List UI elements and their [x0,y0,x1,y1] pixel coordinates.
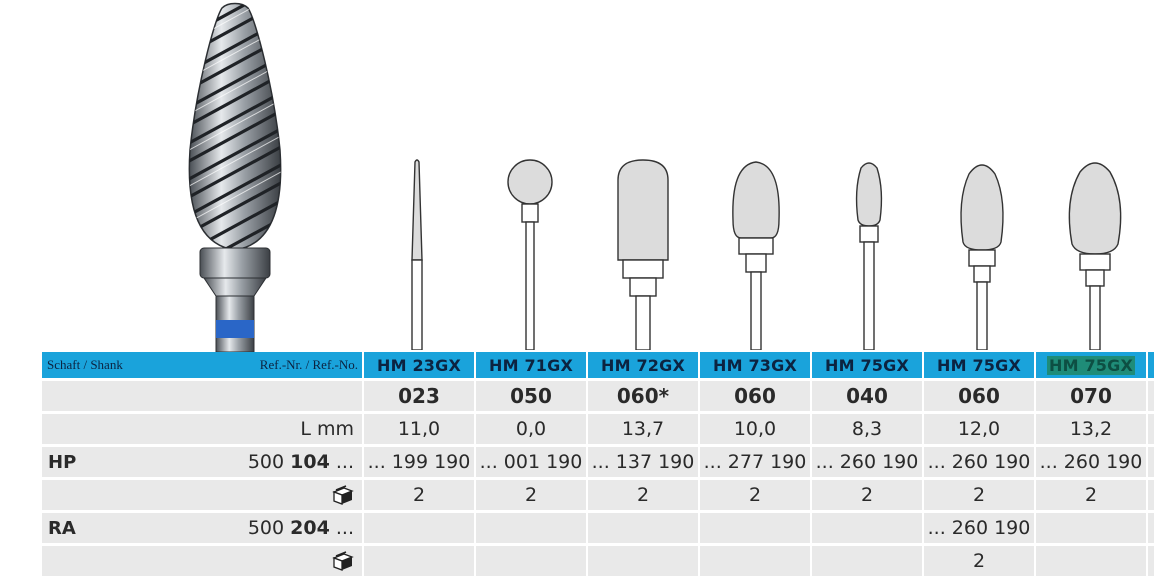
ref-cell: ... 260 190 [924,513,1034,543]
ref-cell: ... 260 190 [924,447,1034,477]
pack-qty-cell [1036,546,1146,576]
length-cell: 12,0 [924,414,1034,444]
pack-qty-cell: 2 [812,480,922,510]
ref-label: Ref.-Nr. / Ref.-No. [259,357,358,372]
shank-label: Schaft / Shank [47,357,123,372]
ref-cell [476,513,586,543]
length-cell: 10,0 [700,414,810,444]
product-code: HM 73GX [700,352,810,378]
bur-shape-pear-small [855,162,883,350]
length-cell: 11,0 [364,414,474,444]
size-cell: 070 [1036,381,1146,411]
carbide-bur-image [188,2,282,352]
pack-qty-cell: 2 [700,480,810,510]
pack-qty-cell [476,546,586,576]
length-cell: 0,0 [476,414,586,444]
product-code: HM 72GX [588,352,698,378]
pack-qty-cell: 2 [588,480,698,510]
product-code: HM 71GX [476,352,586,378]
pack-qty-cell [812,546,922,576]
package-icon [332,485,354,505]
size-row: 023 050 060* 060 040 060 070 [42,381,1154,411]
header-row: Schaft / Shank Ref.-Nr. / Ref.-No. HM 23… [42,352,1154,378]
bur-shape-tapered [411,159,423,350]
ref-cell: ... 277 190 [700,447,810,477]
pack-qty-cell: 2 [364,480,474,510]
product-spec-table: Schaft / Shank Ref.-Nr. / Ref.-No. HM 23… [40,349,1156,579]
pack-qty-cell: 2 [1036,480,1146,510]
size-cell: 050 [476,381,586,411]
product-code: HM 75GX [812,352,922,378]
ra-ref-number: 500 204 ... [247,517,354,539]
bur-shape-cylinder [617,159,669,350]
pack-qty-cell: 2 [924,480,1034,510]
ra-pack-row: 2 [42,546,1154,576]
ref-cell: ... 199 190 [364,447,474,477]
product-code: HM 75GX [924,352,1034,378]
ref-cell [812,513,922,543]
length-cell: 8,3 [812,414,922,444]
length-label: L mm [300,418,354,440]
shank-ref-header: Schaft / Shank Ref.-Nr. / Ref.-No. [42,352,362,378]
bur-shape-pear-large [1068,162,1122,350]
length-row: L mm 11,0 0,0 13,7 10,0 8,3 12,0 13,2 [42,414,1154,444]
pack-qty-cell [364,546,474,576]
ra-label: RA [48,517,76,539]
hp-pack-row: 2 2 2 2 2 2 2 [42,480,1154,510]
size-cell: 040 [812,381,922,411]
bur-shape-pear-medium [960,164,1004,350]
ref-cell: ... 001 190 [476,447,586,477]
size-cell: 060 [924,381,1034,411]
pack-qty-cell: 2 [476,480,586,510]
size-cell: 023 [364,381,474,411]
ref-cell [700,513,810,543]
ref-cell [1036,513,1146,543]
hp-ref-number: 500 104 ... [247,451,354,473]
product-code: HM 23GX [364,352,474,378]
hp-ref-row: HP 500 104 ... ... 199 190 ... 001 190 .… [42,447,1154,477]
pack-qty-cell: 2 [924,546,1034,576]
hp-label: HP [48,451,77,473]
pack-qty-cell [588,546,698,576]
size-cell: 060 [700,381,810,411]
ref-cell: ... 260 190 [812,447,922,477]
ref-cell [588,513,698,543]
ref-cell: ... 260 190 [1036,447,1146,477]
ref-cell [364,513,474,543]
length-cell: 13,7 [588,414,698,444]
bur-shape-barrel [732,161,780,350]
product-code-highlighted[interactable]: HM 75GX [1036,352,1146,378]
pack-qty-cell [700,546,810,576]
ref-cell: ... 137 190 [588,447,698,477]
size-cell: 060* [588,381,698,411]
length-cell: 13,2 [1036,414,1146,444]
ra-ref-row: RA 500 204 ... ... 260 190 [42,513,1154,543]
bur-shape-round [507,159,553,350]
package-icon [332,551,354,571]
